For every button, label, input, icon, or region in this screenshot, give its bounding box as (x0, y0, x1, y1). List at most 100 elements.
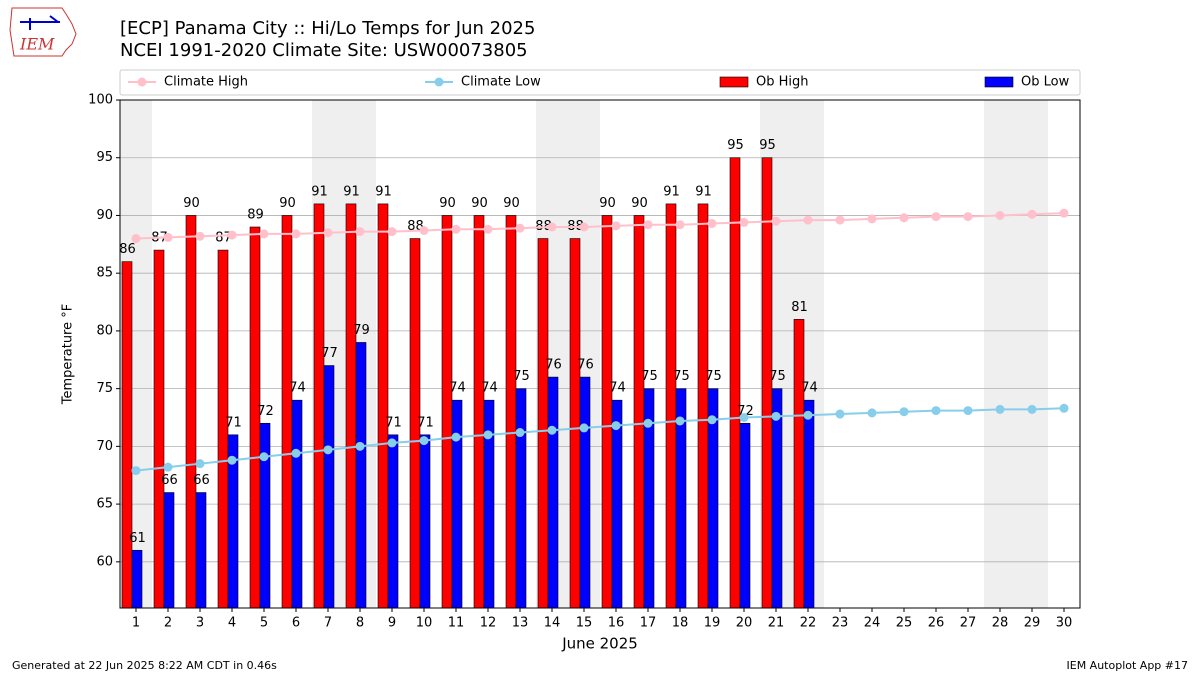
y-axis-label: Temperature °F (61, 304, 76, 405)
value-label: 74 (609, 381, 626, 396)
bar (185, 215, 197, 609)
point (707, 415, 717, 425)
point (163, 462, 173, 472)
chart-title: [ECP] Panama City :: Hi/Lo Temps for Jun… (120, 18, 535, 39)
x-tick-label: 5 (260, 616, 268, 631)
point (1027, 209, 1037, 219)
bar (633, 215, 645, 609)
logo: IEM (9, 7, 77, 57)
value-label: 91 (695, 184, 712, 199)
point (419, 436, 429, 446)
y-tick-label: 85 (96, 266, 113, 281)
point (259, 452, 269, 462)
weekend-band (984, 100, 1016, 608)
point (195, 231, 205, 241)
y-tick-label: 70 (96, 439, 113, 454)
footer-left: Generated at 22 Jun 2025 8:22 AM CDT in … (12, 659, 277, 672)
point (515, 223, 525, 233)
value-label: 61 (129, 531, 146, 546)
point (1059, 208, 1069, 218)
x-tick-label: 18 (672, 616, 689, 631)
x-tick-label: 2 (164, 616, 172, 631)
point (899, 407, 909, 417)
point (323, 228, 333, 238)
point (675, 416, 685, 426)
point (227, 455, 237, 465)
point (835, 409, 845, 419)
legend-label: Ob High (756, 75, 809, 90)
point (483, 430, 493, 440)
point (611, 421, 621, 431)
value-label: 86 (119, 242, 136, 257)
legend (119, 69, 1081, 96)
x-tick-label: 14 (544, 616, 561, 631)
bar (771, 388, 783, 609)
point (867, 408, 877, 418)
point (355, 441, 365, 451)
logo-icon (20, 15, 60, 30)
bar (739, 422, 751, 609)
value-label: 79 (353, 323, 370, 338)
point (323, 445, 333, 455)
x-tick-label: 27 (960, 616, 977, 631)
point (259, 229, 269, 239)
legend-label: Ob Low (1021, 75, 1070, 90)
value-label: 66 (161, 473, 178, 488)
bar (473, 215, 485, 609)
y-tick-label: 90 (96, 208, 113, 223)
value-label: 91 (343, 184, 360, 199)
logo-outline (9, 7, 77, 57)
x-tick-label: 7 (324, 616, 332, 631)
point (579, 222, 589, 232)
legend-swatch (719, 76, 749, 88)
x-tick-label: 12 (480, 616, 497, 631)
point (227, 230, 237, 240)
bar (387, 434, 399, 609)
value-label: 76 (577, 358, 594, 373)
bar (259, 422, 271, 609)
point (387, 438, 397, 448)
point (547, 222, 557, 232)
bar (569, 238, 581, 609)
point (291, 229, 301, 239)
point (611, 221, 621, 231)
value-label: 95 (727, 138, 744, 153)
value-label: 75 (513, 369, 530, 384)
bar (441, 215, 453, 609)
point (643, 220, 653, 230)
bar (537, 238, 549, 609)
point (131, 466, 141, 476)
value-label: 90 (599, 196, 616, 211)
bar (419, 434, 431, 609)
point (451, 432, 461, 442)
value-label: 75 (769, 369, 786, 384)
value-label: 71 (385, 415, 402, 430)
bar (345, 203, 357, 609)
x-tick-label: 21 (768, 616, 785, 631)
value-label: 91 (375, 184, 392, 199)
value-label: 91 (311, 184, 328, 199)
bar (611, 399, 623, 609)
legend-marker (434, 77, 444, 87)
point (963, 406, 973, 416)
value-label: 75 (673, 369, 690, 384)
x-axis-label: June 2025 (561, 635, 638, 653)
bar (601, 215, 613, 609)
value-label: 95 (759, 138, 776, 153)
legend-swatch (984, 76, 1014, 88)
bar (547, 376, 559, 609)
bar (515, 388, 527, 609)
x-tick-label: 6 (292, 616, 300, 631)
bar (195, 492, 207, 609)
bar (281, 215, 293, 609)
point (803, 215, 813, 225)
bar (665, 203, 677, 609)
bar (729, 157, 741, 609)
y-tick-label: 60 (96, 554, 113, 569)
legend-marker (137, 77, 147, 87)
x-tick-label: 30 (1056, 616, 1073, 631)
point (803, 410, 813, 420)
point (963, 212, 973, 222)
point (899, 213, 909, 223)
bar (291, 399, 303, 609)
